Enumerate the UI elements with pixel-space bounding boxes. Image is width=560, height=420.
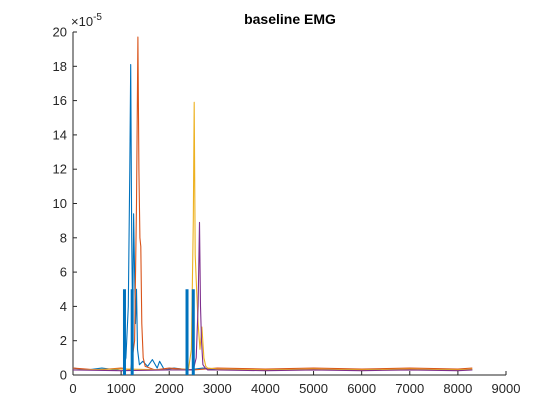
- y-tick-label: 8: [60, 230, 67, 245]
- y-tick-label: 16: [53, 93, 67, 108]
- chart-title: baseline EMG: [244, 11, 336, 27]
- x-tick-label: 4000: [251, 381, 280, 396]
- x-tick-label: 5000: [299, 381, 328, 396]
- x-tick-label: 8000: [443, 381, 472, 396]
- x-tick-label: 1000: [107, 381, 136, 396]
- y-tick-label: 12: [53, 162, 67, 177]
- y-tick-label: 18: [53, 59, 67, 74]
- marker-layer: [122, 289, 195, 375]
- series-line-2: [72, 36, 473, 371]
- y-multiplier-base: ×10: [71, 14, 93, 29]
- y-tick-label: 10: [53, 196, 67, 211]
- y-tick-label: 4: [60, 299, 67, 314]
- x-tick-label: 7000: [395, 381, 424, 396]
- y-tick-label: 14: [53, 127, 67, 142]
- x-tick-label: 0: [69, 381, 76, 396]
- x-tick-label: 2000: [155, 381, 184, 396]
- y-tick-label: 2: [60, 333, 67, 348]
- x-tick-label: 3000: [203, 381, 232, 396]
- y-multiplier-exponent: -5: [93, 12, 102, 23]
- y-tick-label: 0: [60, 368, 67, 383]
- x-tick-label: 6000: [347, 381, 376, 396]
- y-tick-label: 20: [53, 25, 67, 40]
- ticks-layer: 0 1000 2000 3000 4000 5000 6000 7000 8000 9000 0 2 4…: [53, 25, 521, 397]
- y-tick-label: 6: [60, 265, 67, 280]
- y-axis-multiplier: ×10-5: [71, 12, 102, 29]
- x-tick-label: 9000: [492, 381, 521, 396]
